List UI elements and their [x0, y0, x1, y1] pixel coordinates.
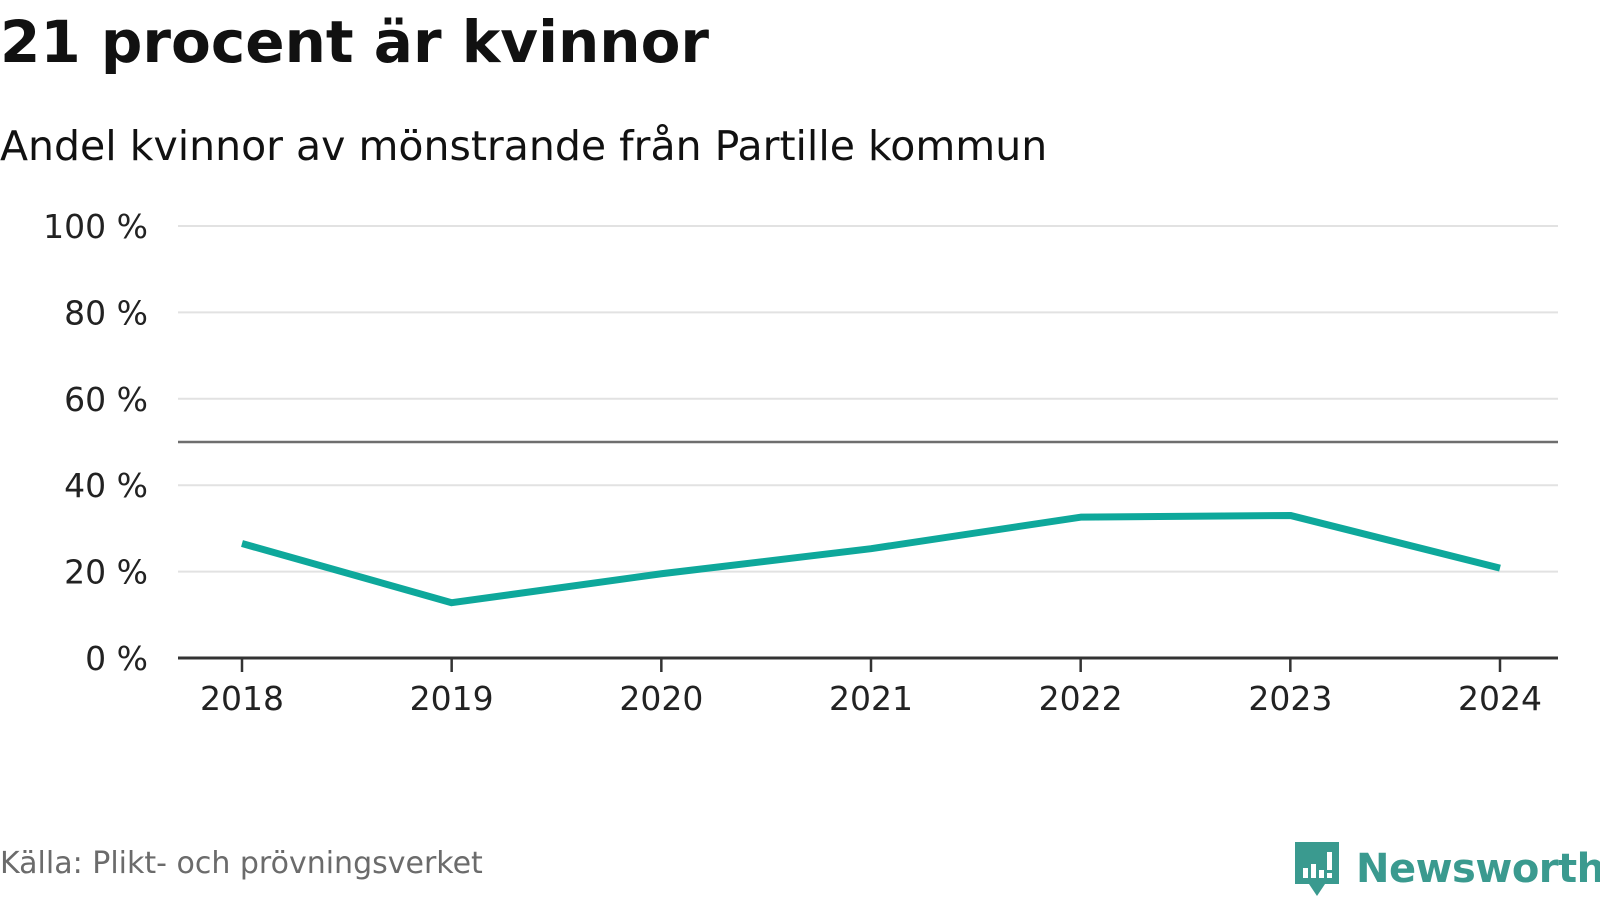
x-axis-tick-labels: 2018 2019 2020 2021 2022 2023 2024 [200, 658, 1542, 718]
x-tick-label-2024: 2024 [1458, 679, 1542, 718]
series-line-0 [241, 511, 1501, 607]
y-tick-label-100: 100 % [43, 207, 148, 246]
y-tick-label-40: 40 % [64, 466, 148, 505]
x-tick-label-2018: 2018 [200, 679, 284, 718]
grid-layer [178, 225, 1558, 660]
x-tick-label-2019: 2019 [410, 679, 494, 718]
newsworthy-logo[interactable]: Newsworthy [1292, 840, 1600, 898]
chart-subtitle: Andel kvinnor av mönstrande från Partill… [0, 122, 1048, 170]
bar-chart-speech-bubble-icon [1295, 842, 1339, 896]
series-layer [241, 511, 1501, 607]
y-tick-label-80: 80 % [64, 293, 148, 332]
x-tick-label-2023: 2023 [1248, 679, 1332, 718]
x-tick-label-2021: 2021 [829, 679, 913, 718]
y-axis-tick-labels: 0 % 20 % 40 % 60 % 80 % 100 % [43, 207, 148, 678]
y-tick-label-0: 0 % [85, 639, 148, 678]
x-tick-label-2022: 2022 [1039, 679, 1123, 718]
y-tick-label-60: 60 % [64, 380, 148, 419]
source-note: Källa: Plikt- och prövningsverket [0, 846, 483, 881]
chart-title: 21 procent är kvinnor [0, 8, 710, 76]
x-tick-label-2020: 2020 [619, 679, 703, 718]
brand-name: Newsworthy [1356, 846, 1600, 892]
y-tick-label-20: 20 % [64, 553, 148, 592]
